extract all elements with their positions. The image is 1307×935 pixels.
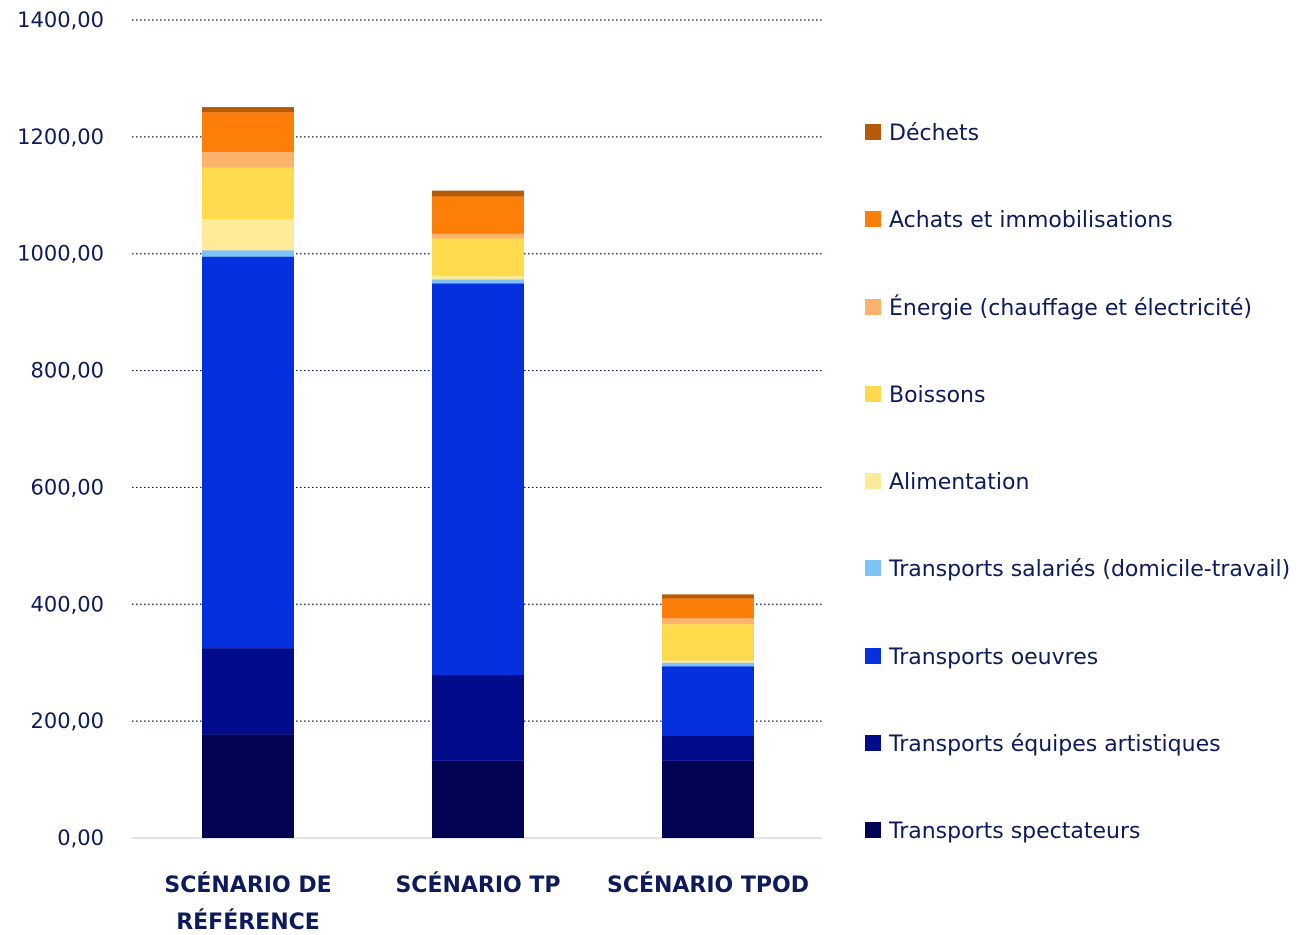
legend-swatch xyxy=(865,735,881,751)
bar-stack xyxy=(662,594,754,838)
legend-item: Transports salariés (domicile-travail) xyxy=(865,554,1299,585)
bar-segment xyxy=(202,256,294,649)
legend-label: Transports oeuvres xyxy=(889,645,1099,670)
legend-item: Transports spectateurs xyxy=(865,816,1299,847)
bar-segment xyxy=(662,598,754,619)
x-category-label: SCÉNARIO TP xyxy=(395,872,560,898)
y-tick-label: 400,00 xyxy=(31,592,104,616)
legend-label: Transports équipes artistiques xyxy=(889,732,1221,757)
legend-swatch xyxy=(865,211,881,227)
legend-label: Transports salariés (domicile-travail) xyxy=(889,557,1291,582)
legend-swatch xyxy=(865,648,881,664)
bar-segment xyxy=(432,196,524,234)
bars xyxy=(202,107,754,838)
bar-segment xyxy=(432,190,524,197)
legend-label: Énergie (chauffage et électricité) xyxy=(889,296,1252,321)
y-tick-label: 1400,00 xyxy=(17,8,104,32)
legend-label: Alimentation xyxy=(889,470,1030,495)
bar-segment xyxy=(432,674,524,761)
legend-item: Boissons xyxy=(865,380,1299,411)
bar-segment xyxy=(432,760,524,838)
legend-item: Transports oeuvres xyxy=(865,642,1299,673)
y-tick-label: 800,00 xyxy=(31,359,104,383)
bar-segment xyxy=(432,238,524,276)
bar-segment xyxy=(662,618,754,625)
bar-segment xyxy=(202,734,294,838)
bar-segment xyxy=(432,233,524,239)
bar-segment xyxy=(202,112,294,153)
bar-segment xyxy=(662,662,754,667)
x-category-label: SCÉNARIO DE xyxy=(164,872,331,898)
bar-segment xyxy=(202,648,294,735)
bar-segment xyxy=(432,279,524,284)
bar-segment xyxy=(432,275,524,280)
y-tick-label: 600,00 xyxy=(31,475,104,499)
legend-label: Déchets xyxy=(889,121,980,146)
bar-segment xyxy=(662,624,754,661)
bar-segment xyxy=(662,594,754,599)
legend-swatch xyxy=(865,473,881,489)
legend-swatch xyxy=(865,822,881,838)
legend-swatch xyxy=(865,386,881,402)
y-tick-label: 200,00 xyxy=(31,709,104,733)
legend-item: Alimentation xyxy=(865,467,1299,498)
legend-item: Achats et immobilisations xyxy=(865,205,1299,236)
bar-segment xyxy=(662,660,754,663)
bar-segment xyxy=(202,107,294,113)
legend-label: Achats et immobilisations xyxy=(889,208,1173,233)
x-category-label: SCÉNARIO TPOD xyxy=(607,872,809,898)
y-axis-tick-labels: 0,00 200,00 400,00 600,00 800,00 1000,00 1200,… xyxy=(17,8,104,850)
legend-swatch xyxy=(865,124,881,140)
x-category-label: RÉFÉRENCE xyxy=(176,909,320,935)
bar-segment xyxy=(202,219,294,251)
legend-label: Boissons xyxy=(889,383,986,408)
legend-item: Transports équipes artistiques xyxy=(865,729,1299,760)
legend-item: Déchets xyxy=(865,118,1299,149)
legend-label: Transports spectateurs xyxy=(889,819,1141,844)
bar-segment xyxy=(662,666,754,736)
legend-swatch xyxy=(865,560,881,576)
bar-stack xyxy=(432,190,524,838)
bar-segment xyxy=(202,152,294,168)
legend-swatch xyxy=(865,299,881,315)
bar-segment xyxy=(202,167,294,220)
x-axis-category-labels: SCÉNARIO DE RÉFÉRENCE SCÉNARIO TP SCÉNARIO … xyxy=(164,872,809,935)
y-tick-label: 1000,00 xyxy=(17,242,104,266)
bar-segment xyxy=(202,250,294,257)
y-tick-label: 1200,00 xyxy=(17,125,104,149)
bar-segment xyxy=(662,735,754,761)
bar-stack xyxy=(202,107,294,838)
bar-segment xyxy=(662,760,754,838)
bar-segment xyxy=(432,283,524,675)
legend-item: Énergie (chauffage et électricité) xyxy=(865,293,1299,324)
y-tick-label: 0,00 xyxy=(57,826,104,850)
